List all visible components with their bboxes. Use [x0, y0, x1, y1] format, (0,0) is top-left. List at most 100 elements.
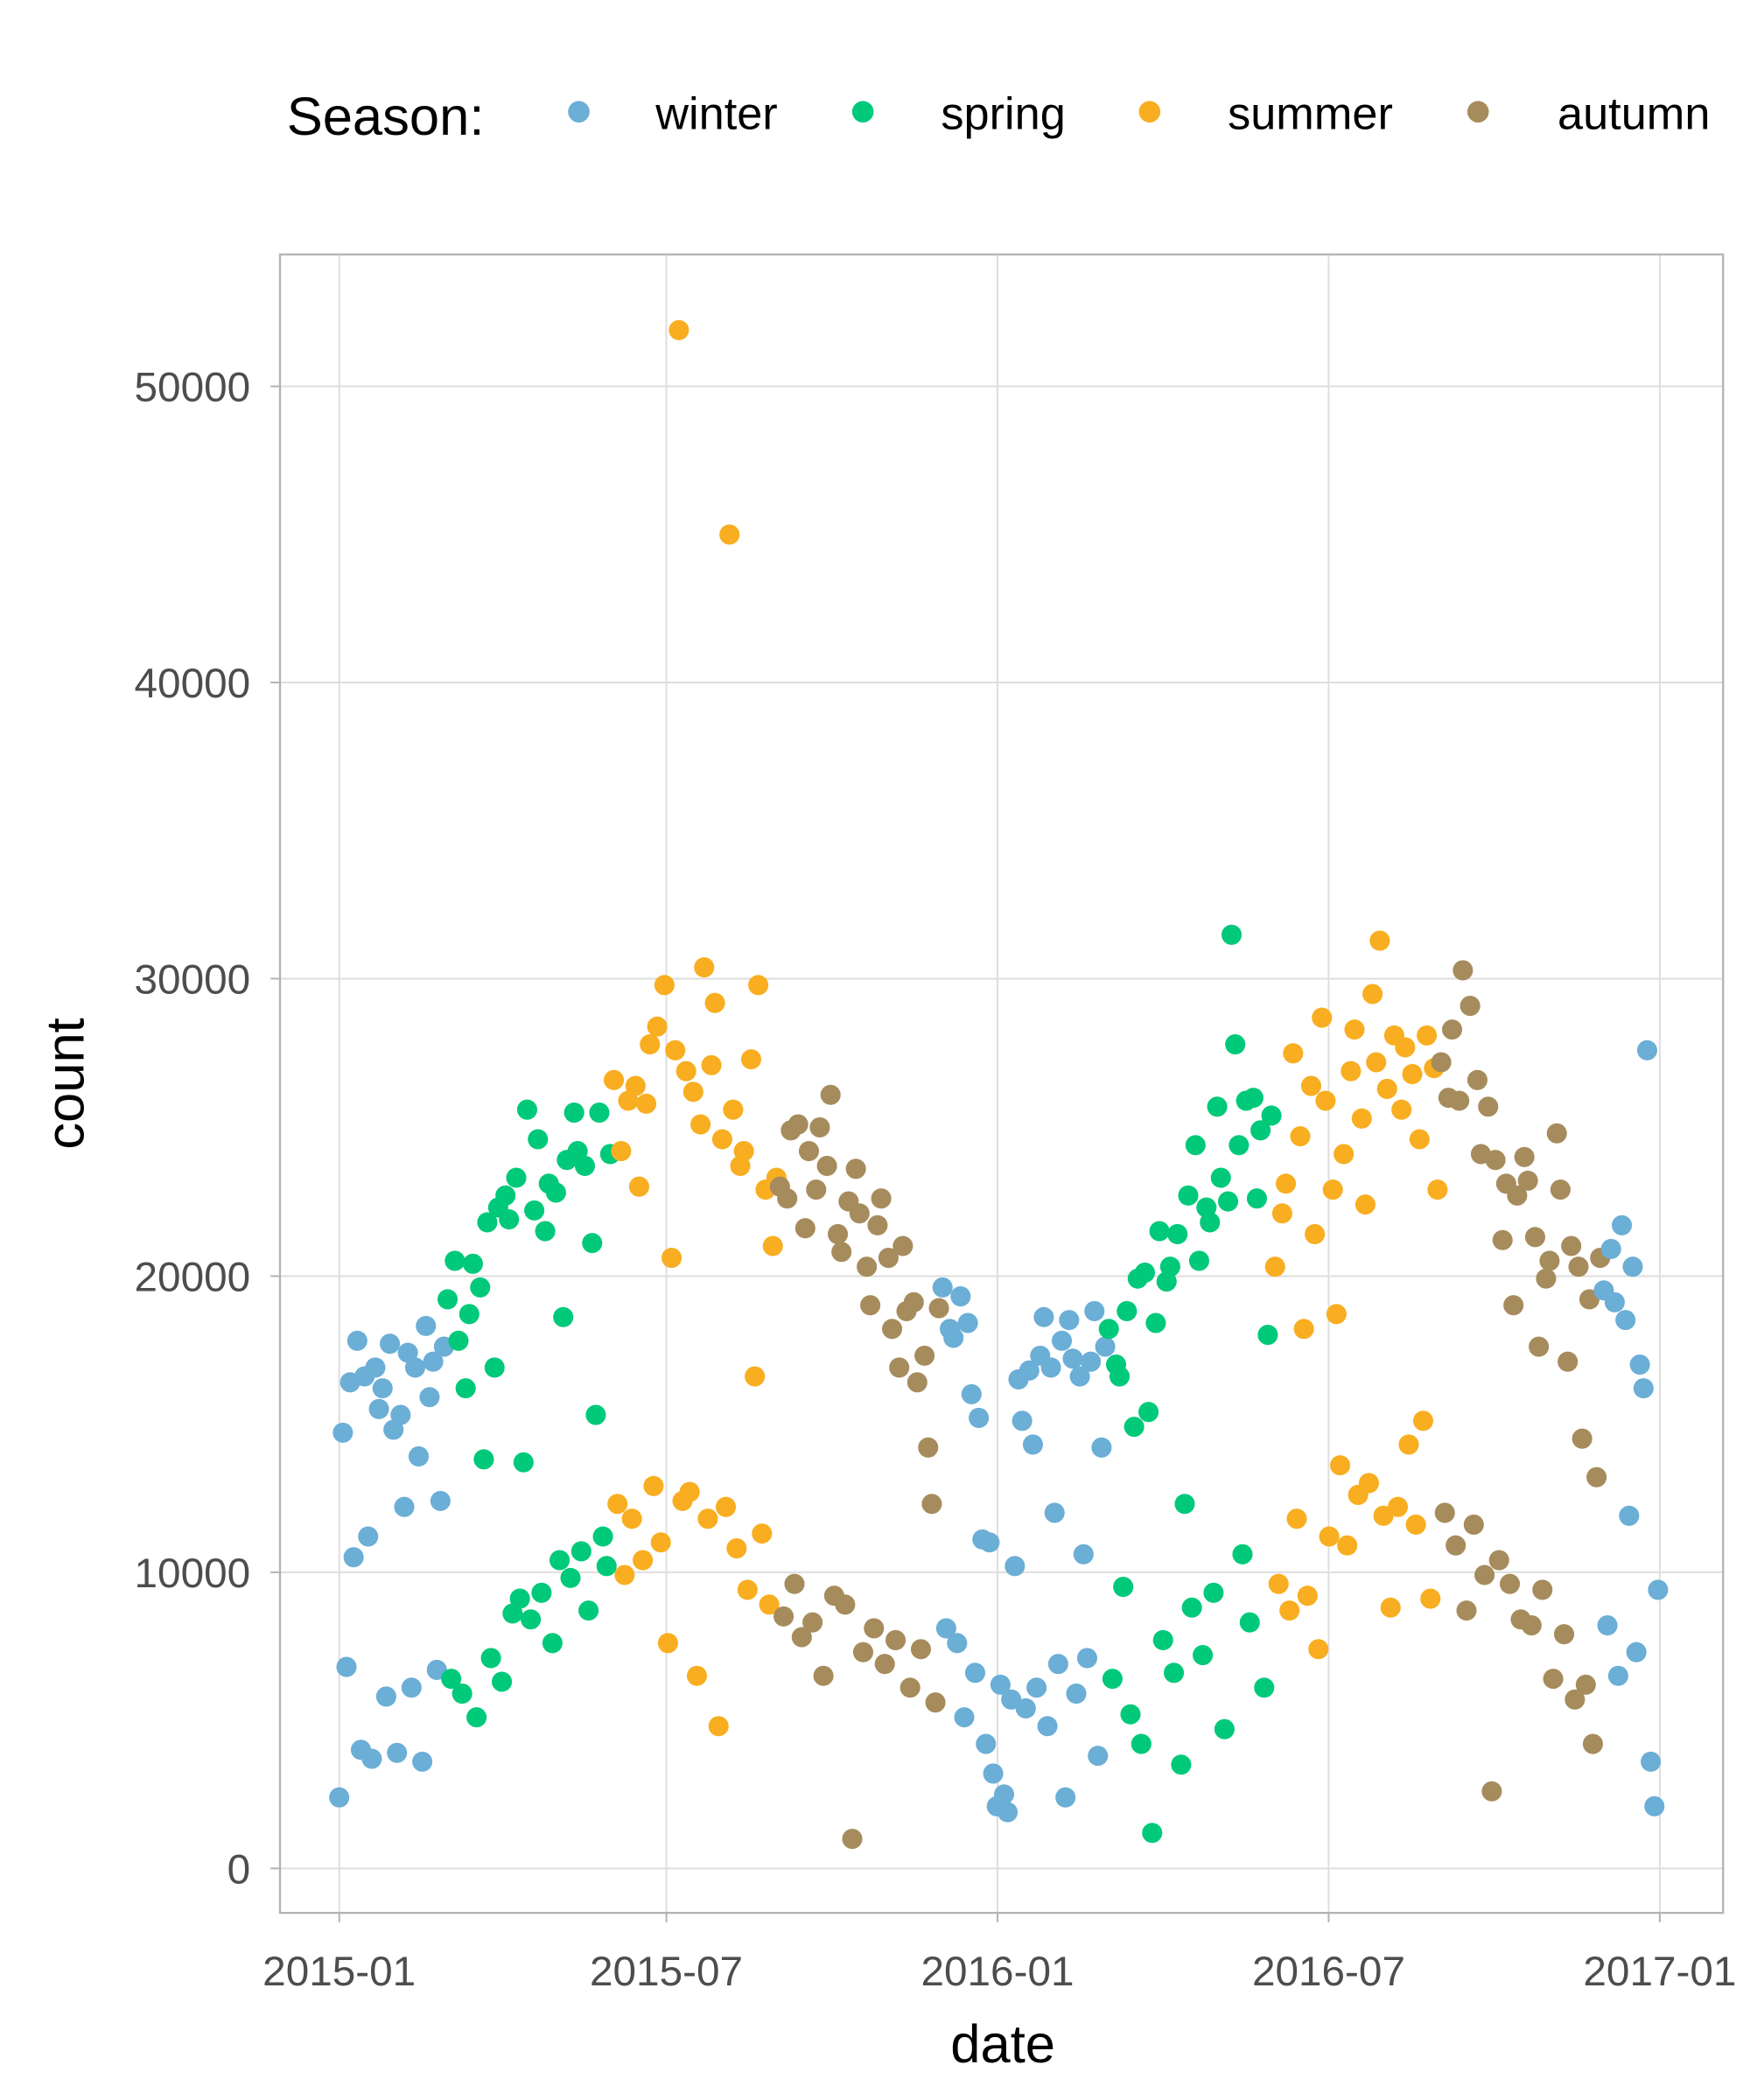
- point-autumn: [1558, 1351, 1578, 1372]
- point-spring: [1116, 1300, 1138, 1321]
- point-spring: [480, 1648, 501, 1669]
- point-summer: [1402, 1064, 1423, 1085]
- point-winter: [423, 1351, 444, 1372]
- point-spring: [524, 1200, 545, 1221]
- point-autumn: [784, 1573, 805, 1594]
- point-winter: [1012, 1410, 1032, 1432]
- point-winter: [387, 1742, 408, 1763]
- point-winter: [1022, 1434, 1043, 1455]
- point-winter: [1059, 1310, 1080, 1331]
- point-autumn: [1572, 1428, 1592, 1449]
- point-spring: [574, 1155, 595, 1176]
- point-winter: [426, 1659, 447, 1680]
- point-summer: [657, 1633, 678, 1654]
- point-autumn: [1452, 960, 1474, 981]
- point-winter: [416, 1315, 437, 1336]
- point-autumn: [864, 1618, 885, 1639]
- point-summer: [1395, 1037, 1416, 1058]
- y-axis: 0 10000 20000 30000 40000 50000 count: [35, 364, 280, 1893]
- point-spring: [1167, 1223, 1188, 1244]
- point-autumn: [820, 1084, 841, 1105]
- point-winter: [368, 1398, 389, 1419]
- point-spring: [462, 1253, 483, 1274]
- point-spring: [1203, 1582, 1224, 1603]
- point-autumn: [806, 1180, 827, 1200]
- point-autumn: [1463, 1514, 1484, 1535]
- point-spring: [1164, 1662, 1185, 1684]
- point-spring: [1113, 1577, 1134, 1598]
- point-winter: [976, 1733, 997, 1754]
- point-spring: [596, 1556, 617, 1577]
- point-spring: [1246, 1188, 1267, 1209]
- point-summer: [711, 1129, 732, 1150]
- point-autumn: [1503, 1295, 1524, 1316]
- point-summer: [1279, 1600, 1300, 1621]
- point-spring: [470, 1277, 491, 1298]
- point-spring: [564, 1102, 584, 1124]
- point-summer: [1268, 1573, 1289, 1594]
- point-autumn: [1546, 1123, 1567, 1144]
- legend-key-summer: [1138, 101, 1161, 122]
- point-autumn: [1529, 1336, 1550, 1357]
- point-summer: [1351, 1108, 1372, 1129]
- point-autumn: [871, 1188, 892, 1209]
- point-winter: [372, 1378, 393, 1399]
- point-autumn: [878, 1248, 899, 1269]
- point-spring: [1171, 1754, 1192, 1775]
- point-spring: [592, 1526, 613, 1547]
- point-winter: [380, 1334, 401, 1354]
- point-summer: [1366, 1052, 1387, 1073]
- point-spring: [1145, 1312, 1166, 1334]
- point-summer: [1271, 1203, 1292, 1224]
- point-summer: [716, 1496, 737, 1517]
- point-winter: [365, 1357, 386, 1378]
- point-summer: [1315, 1090, 1336, 1111]
- point-autumn: [777, 1188, 798, 1209]
- point-spring: [560, 1567, 581, 1588]
- point-winter: [950, 1286, 971, 1307]
- point-summer: [1358, 1473, 1379, 1494]
- y-tick-label: 0: [228, 1846, 251, 1893]
- point-winter: [1648, 1579, 1669, 1600]
- point-autumn: [1521, 1615, 1542, 1636]
- point-summer: [701, 1054, 722, 1075]
- point-spring: [473, 1449, 494, 1470]
- point-spring: [1232, 1544, 1253, 1564]
- point-autumn: [1507, 1185, 1528, 1206]
- point-spring: [528, 1129, 549, 1150]
- point-spring: [438, 1289, 458, 1310]
- point-spring: [1214, 1718, 1235, 1740]
- point-spring: [531, 1582, 552, 1603]
- point-winter: [961, 1383, 982, 1404]
- point-winter: [1047, 1654, 1068, 1675]
- x-tick-label: 2017-01: [1583, 1949, 1736, 1995]
- point-autumn: [889, 1357, 910, 1378]
- point-spring: [553, 1306, 574, 1327]
- point-autumn: [867, 1214, 888, 1236]
- point-autumn: [1446, 1535, 1466, 1556]
- point-autumn: [1449, 1090, 1470, 1111]
- point-summer: [1283, 1043, 1304, 1064]
- point-winter: [1044, 1502, 1065, 1523]
- point-summer: [1290, 1126, 1311, 1147]
- point-winter: [1604, 1292, 1625, 1312]
- legend-key-winter: [568, 101, 590, 122]
- point-spring: [1138, 1402, 1159, 1423]
- point-summer: [633, 1550, 654, 1571]
- point-summer: [1293, 1319, 1314, 1340]
- point-winter: [1001, 1689, 1022, 1710]
- point-summer: [737, 1579, 758, 1600]
- point-summer: [611, 1141, 632, 1162]
- point-spring: [1193, 1645, 1214, 1666]
- point-autumn: [1550, 1180, 1571, 1200]
- point-summer: [679, 1481, 700, 1502]
- point-winter: [401, 1677, 422, 1698]
- point-summer: [1409, 1129, 1430, 1150]
- point-autumn: [1492, 1229, 1513, 1250]
- point-winter: [1088, 1746, 1109, 1767]
- point-summer: [1391, 1099, 1412, 1120]
- point-winter: [343, 1547, 364, 1568]
- point-summer: [733, 1141, 754, 1162]
- point-autumn: [886, 1629, 906, 1650]
